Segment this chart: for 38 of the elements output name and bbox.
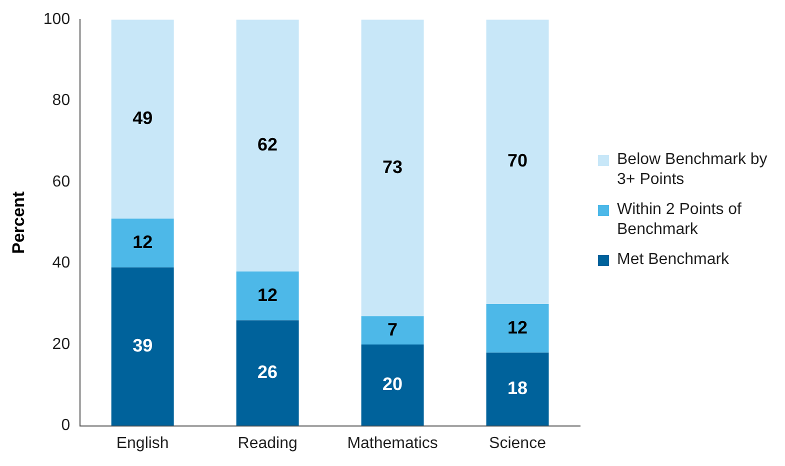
bar <box>361 316 424 345</box>
data-label: 70 <box>507 150 528 171</box>
bar <box>361 344 424 426</box>
y-tick-label: 80 <box>52 92 70 110</box>
y-tick-label: 40 <box>52 254 70 272</box>
bar <box>361 20 424 316</box>
x-tick-label: Mathematics <box>347 434 438 452</box>
bar <box>111 218 174 268</box>
bar <box>486 304 549 353</box>
data-label: 12 <box>507 317 528 338</box>
legend-label: Within 2 Points of Benchmark <box>617 200 742 240</box>
x-tick-label: Science <box>489 434 546 452</box>
data-label: 73 <box>382 156 403 177</box>
y-tick-label: 0 <box>61 417 70 434</box>
data-label: 49 <box>132 108 153 128</box>
y-tick-label: 100 <box>43 11 70 28</box>
y-tick-label: 20 <box>52 336 70 353</box>
bar <box>486 20 549 304</box>
y-tick-label: 60 <box>52 173 70 190</box>
bar <box>486 352 549 426</box>
data-label: 12 <box>132 232 153 252</box>
data-label: 62 <box>258 134 278 154</box>
data-label: 12 <box>258 284 278 305</box>
y-axis-title: Percent <box>8 191 28 254</box>
data-label: 18 <box>507 378 528 398</box>
legend-label: Below Benchmark by 3+ Points <box>617 150 768 190</box>
data-label: 39 <box>132 336 153 356</box>
bar <box>236 320 299 426</box>
data-label: 7 <box>388 319 398 340</box>
x-tick-label: Reading <box>238 434 298 452</box>
bar <box>111 20 174 219</box>
bar <box>111 267 174 426</box>
data-label: 26 <box>258 362 278 382</box>
legend-label: Met Benchmark <box>617 250 730 270</box>
bar <box>236 20 299 272</box>
x-tick-label: English <box>116 434 169 452</box>
data-label: 20 <box>382 374 403 394</box>
bar <box>236 271 299 320</box>
